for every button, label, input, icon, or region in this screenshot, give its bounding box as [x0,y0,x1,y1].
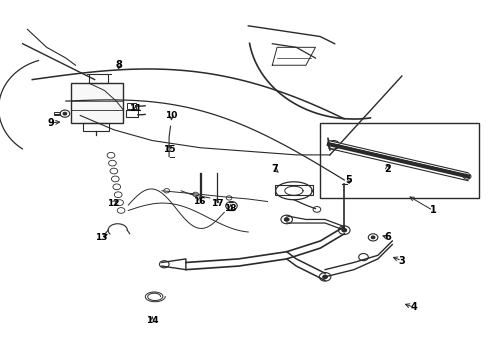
Text: 12: 12 [106,199,119,208]
Text: 15: 15 [163,145,175,154]
Text: 5: 5 [345,175,352,185]
Bar [71,83,123,123]
Text: 4: 4 [410,302,416,312]
Text: 8: 8 [115,60,122,70]
Circle shape [327,140,339,149]
Text: 13: 13 [95,233,107,242]
Text: 2: 2 [384,164,390,174]
Bar [274,185,312,195]
Circle shape [341,228,346,232]
Text: 9: 9 [47,118,54,128]
Text: 6: 6 [384,232,390,242]
Text: 10: 10 [165,111,177,120]
Bar [54,112,60,116]
Text: 16: 16 [193,197,205,206]
Circle shape [322,275,327,279]
Bar [89,74,108,83]
Text: 1: 1 [429,206,436,216]
Text: 3: 3 [398,256,405,266]
Text: 7: 7 [271,164,278,174]
Text: 14: 14 [146,316,158,325]
Text: 17: 17 [210,199,223,208]
Circle shape [284,218,288,221]
Bar [82,123,109,131]
Bar [125,110,138,117]
Circle shape [370,236,374,239]
Bar [127,103,136,109]
Text: 11: 11 [129,104,142,113]
Circle shape [63,112,67,115]
Bar [320,123,478,198]
Text: 18: 18 [224,204,236,213]
